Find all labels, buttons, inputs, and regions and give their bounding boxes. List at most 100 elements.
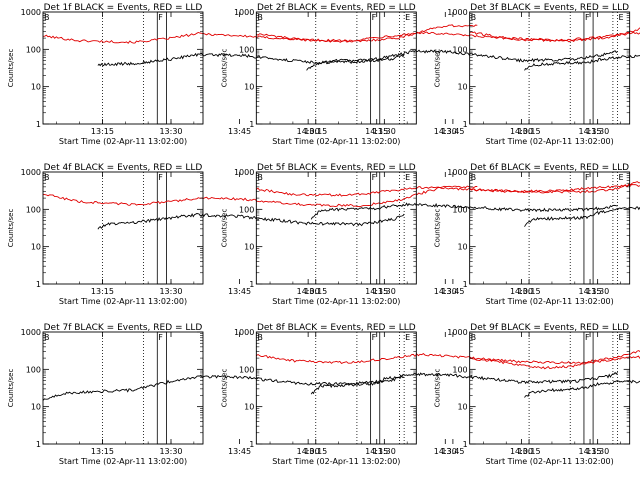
y-tick-label: 1 <box>36 440 41 449</box>
marker-label: B <box>44 173 50 182</box>
plot-frame <box>255 11 417 125</box>
y-tick-label: 100 <box>239 365 254 374</box>
x-axis-label: Start Time (02-Apr-11 13:02:00) <box>486 457 614 466</box>
plot-frame <box>255 331 417 445</box>
marker-label: E <box>618 333 623 342</box>
y-tick-label: 1000 <box>234 168 254 177</box>
marker-label: B <box>471 173 477 182</box>
marker-label: E <box>405 13 410 22</box>
y-tick-label: 1000 <box>21 8 41 17</box>
events-series <box>524 379 640 398</box>
panel-title: Det 9f BLACK = Events, RED = LLD <box>470 323 629 333</box>
marker-label: E <box>405 173 410 182</box>
y-tick-label: 100 <box>26 205 41 214</box>
y-tick-label: 1 <box>36 280 41 289</box>
events-series <box>306 49 618 71</box>
marker-label: B <box>257 173 263 182</box>
events-series <box>97 213 405 230</box>
panel-title: Det 5f BLACK = Events, RED = LLD <box>257 163 416 173</box>
y-tick-label: 1000 <box>447 8 467 17</box>
y-tick-label: 100 <box>452 205 467 214</box>
events-series <box>310 202 618 220</box>
marker-label: F <box>585 13 590 22</box>
panel-title: Det 1f BLACK = Events, RED = LLD <box>44 3 203 13</box>
y-tick-label: 100 <box>452 45 467 54</box>
y-tick-label: 10 <box>244 243 254 252</box>
y-tick-label: 1 <box>249 440 254 449</box>
y-tick-label: 1 <box>249 120 254 129</box>
y-tick-label: 10 <box>457 243 467 252</box>
y-axis-label: Counts/sec <box>434 369 442 408</box>
y-tick-label: 1 <box>463 440 468 449</box>
y-tick-label: 100 <box>239 45 254 54</box>
y-tick-label: 1000 <box>447 328 467 337</box>
y-tick-label: 100 <box>452 365 467 374</box>
plot-frame <box>42 171 204 285</box>
x-tick-label: 14:15 <box>365 127 388 136</box>
y-axis-label: Counts/sec <box>7 209 15 248</box>
x-axis-label: Start Time (02-Apr-11 13:02:00) <box>486 297 614 306</box>
y-tick-label: 10 <box>457 403 467 412</box>
marker-label: B <box>471 333 477 342</box>
y-tick-label: 1000 <box>447 168 467 177</box>
x-axis-label: Start Time (02-Apr-11 13:02:00) <box>59 297 187 306</box>
marker-label: E <box>618 173 623 182</box>
y-tick-label: 100 <box>239 205 254 214</box>
y-axis-label: Counts/sec <box>220 49 228 88</box>
x-tick-label: 13:30 <box>373 287 396 296</box>
x-tick-label: 13:45 <box>228 127 251 136</box>
x-axis-label: Start Time (02-Apr-11 13:02:00) <box>272 457 400 466</box>
x-tick-label: 13:30 <box>373 447 396 456</box>
plot-frame <box>469 11 631 125</box>
plot-frame <box>42 331 204 445</box>
panel-title: Det 7f BLACK = Events, RED = LLD <box>44 323 203 333</box>
lld-series <box>256 350 640 365</box>
events-series <box>524 54 640 71</box>
x-axis-label: Start Time (02-Apr-11 13:02:00) <box>59 137 187 146</box>
x-tick-label: 14:00 <box>297 127 320 136</box>
x-tick-label: 13:15 <box>91 447 114 456</box>
y-tick-label: 10 <box>31 403 41 412</box>
y-tick-label: 10 <box>31 83 41 92</box>
panel-title: Det 4f BLACK = Events, RED = LLD <box>44 163 203 173</box>
x-tick-label: 14:00 <box>297 287 320 296</box>
x-axis-label: Start Time (02-Apr-11 13:02:00) <box>272 137 400 146</box>
x-tick-label: 13:15 <box>304 127 327 136</box>
y-tick-label: 10 <box>244 403 254 412</box>
x-tick-label: 14:00 <box>510 127 533 136</box>
panel-2: Det 2f BLACK = Events, RED = LLD Counts/s… <box>220 3 640 146</box>
x-tick-label: 13:30 <box>159 447 182 456</box>
marker-label: F <box>158 173 163 182</box>
events-series <box>42 374 405 401</box>
x-tick-label: 13:45 <box>228 287 251 296</box>
lld-series <box>42 185 478 208</box>
panel-title: Det 3f BLACK = Events, RED = LLD <box>470 3 629 13</box>
events-series <box>524 206 640 227</box>
panel-3: Det 3f BLACK = Events, RED = LLD Counts/s… <box>434 3 640 146</box>
marker-label: B <box>471 13 477 22</box>
x-tick-label: 13:30 <box>373 127 396 136</box>
y-tick-label: 10 <box>457 83 467 92</box>
marker-label: E <box>618 13 623 22</box>
plot-frame <box>42 11 204 125</box>
x-tick-label: 14:30 <box>434 127 457 136</box>
marker-label: B <box>257 13 263 22</box>
marker-label: F <box>158 333 163 342</box>
y-tick-label: 1000 <box>21 168 41 177</box>
x-tick-label: 14:15 <box>365 447 388 456</box>
lld-series <box>256 27 640 43</box>
x-tick-label: 14:15 <box>365 287 388 296</box>
y-tick-label: 1 <box>249 280 254 289</box>
y-tick-label: 1000 <box>21 328 41 337</box>
x-axis-label: Start Time (02-Apr-11 13:02:00) <box>486 137 614 146</box>
plot-frame <box>255 171 417 285</box>
y-tick-label: 1 <box>463 120 468 129</box>
x-tick-label: 13:15 <box>304 447 327 456</box>
panel-title: Det 6f BLACK = Events, RED = LLD <box>470 163 629 173</box>
y-axis-label: Counts/sec <box>7 49 15 88</box>
panel-7: Det 7f BLACK = Events, RED = LLD Counts/s… <box>7 323 457 466</box>
x-tick-label: 13:45 <box>441 127 464 136</box>
lld-series <box>469 31 640 42</box>
y-axis-label: Counts/sec <box>434 49 442 88</box>
panel-9: Det 9f BLACK = Events, RED = LLD Counts/s… <box>434 323 640 466</box>
